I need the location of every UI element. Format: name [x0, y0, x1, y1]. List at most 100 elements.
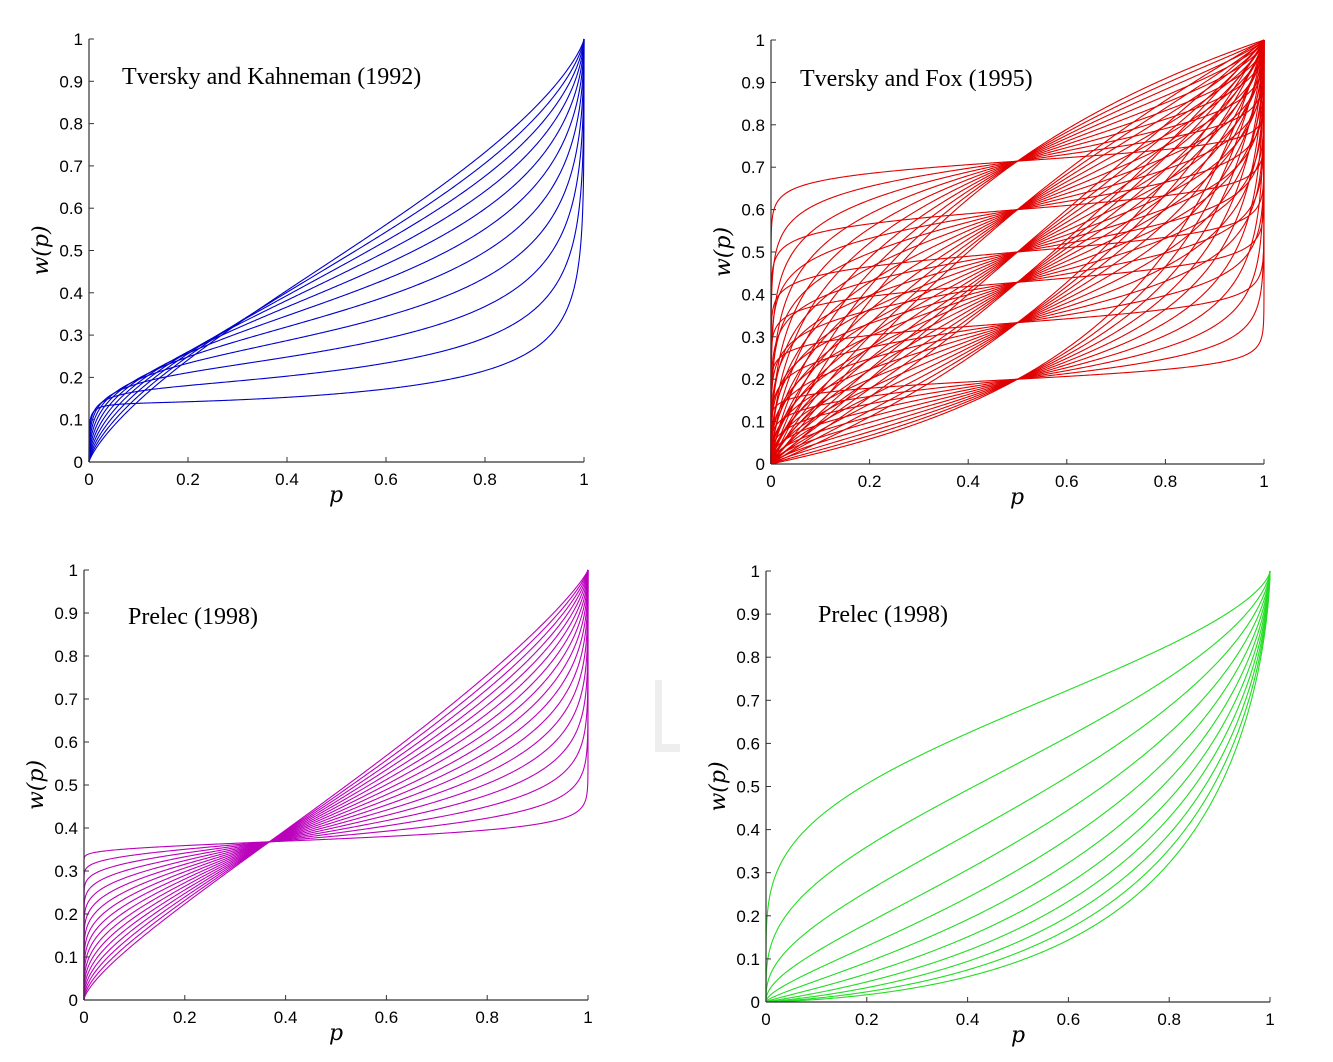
y-tick-label: 0.1 [54, 948, 78, 967]
y-tick-label: 0.2 [54, 905, 78, 924]
x-axis-label: p [329, 483, 343, 508]
x-axis-label: p [1011, 1023, 1025, 1048]
curves [83, 569, 589, 1001]
weighting-curve-15 [83, 569, 589, 1000]
y-tick-label: 0.8 [54, 647, 78, 666]
y-tick-label: 0.2 [59, 368, 83, 387]
y-tick-label: 0.8 [741, 116, 765, 135]
x-tick-label: 0.2 [173, 1008, 197, 1027]
y-tick-label: 0.5 [736, 778, 760, 797]
panel-title: Prelec (1998) [818, 602, 948, 628]
x-tick-label: 0.6 [375, 1008, 399, 1027]
weighting-curve-8 [88, 39, 585, 463]
panel-2: 0 0.1 0.2 0.3 0.4 0.5 0.6 0.7 0.8 0.9 1 0 0.2 0.4 0.6 0… [711, 31, 1269, 510]
panel-title: Tversky and Kahneman (1992) [122, 64, 421, 90]
y-tick-label: 0.3 [736, 864, 760, 883]
x-tick-label: 1 [579, 470, 588, 489]
y-tick-label: 0 [756, 455, 765, 474]
panel-3: 0 0.1 0.2 0.3 0.4 0.5 0.6 0.7 0.8 0.9 1 0 0.2 0.4 0.6 0… [24, 561, 593, 1046]
x-tick-label: 1 [1265, 1010, 1274, 1029]
weighting-curve-7 [88, 39, 585, 462]
weighting-curve-3 [83, 570, 589, 1000]
weighting-curve-9 [83, 570, 589, 1000]
weighting-curve-11 [766, 571, 1271, 1003]
weighting-curve-4 [765, 571, 1271, 1002]
y-tick-label: 0.1 [736, 950, 760, 969]
y-tick-label: 0.9 [736, 605, 760, 624]
weighting-curve-50 [770, 39, 1265, 465]
weighting-curve-1 [765, 570, 1271, 1002]
x-tick-label: 1 [583, 1008, 592, 1027]
weighting-curve-14 [83, 569, 589, 1000]
y-tick-label: 0.3 [54, 862, 78, 881]
x-tick-label: 0.8 [1154, 472, 1178, 491]
weighting-curve-2 [765, 570, 1271, 1002]
y-tick-label: 0.4 [59, 284, 83, 303]
y-tick-label: 0 [69, 991, 78, 1010]
weighting-curve-10 [88, 38, 585, 463]
panel-title: Tversky and Fox (1995) [800, 66, 1033, 92]
weighting-curve-16 [83, 569, 589, 1000]
y-tick-label: 0 [751, 993, 760, 1012]
weighting-curve-3 [765, 570, 1271, 1002]
y-axis-label: w(p) [711, 227, 736, 277]
weighting-curve-17 [83, 569, 589, 1001]
y-tick-label: 0 [74, 453, 83, 472]
y-tick-label: 0.5 [741, 243, 765, 262]
x-axis-label: p [329, 1021, 343, 1046]
x-tick-label: 0.6 [1057, 1010, 1081, 1029]
x-tick-label: 0.4 [956, 472, 980, 491]
y-tick-label: 0.1 [741, 413, 765, 432]
weighting-curve-10 [83, 570, 589, 1000]
weighting-curve-5 [88, 39, 585, 462]
weighting-curve-2 [83, 570, 589, 1000]
y-tick-label: 0.2 [736, 907, 760, 926]
y-tick-label: 0.1 [59, 411, 83, 430]
y-tick-label: 0.2 [741, 370, 765, 389]
y-tick-label: 0.3 [741, 328, 765, 347]
y-tick-label: 0.8 [736, 648, 760, 667]
y-tick-label: 0.6 [59, 199, 83, 218]
weighting-curve-6 [83, 570, 589, 1000]
y-axis-label: w(p) [24, 760, 49, 810]
y-axis-label: w(p) [706, 761, 731, 811]
x-tick-label: 0.2 [176, 470, 200, 489]
y-tick-label: 0.9 [59, 72, 83, 91]
x-tick-label: 0.2 [858, 472, 882, 491]
weighting-curve-6 [765, 571, 1271, 1003]
y-tick-label: 0.7 [59, 157, 83, 176]
x-axis-label: p [1010, 485, 1024, 510]
panel-title: Prelec (1998) [128, 604, 258, 630]
weighting-curve-30 [770, 39, 1265, 465]
weighting-curve-40 [770, 39, 1265, 465]
x-tick-label: 0 [766, 472, 775, 491]
weighting-curve-60 [770, 39, 1265, 465]
weighting-curve-5 [83, 570, 589, 1000]
y-tick-label: 0.7 [54, 690, 78, 709]
y-tick-label: 1 [756, 31, 765, 50]
weighting-curve-1 [88, 39, 585, 462]
weighting-curve-11 [88, 38, 585, 463]
weighting-curve-12 [83, 570, 589, 1000]
x-tick-label: 0.8 [473, 470, 497, 489]
y-tick-label: 0.9 [54, 604, 78, 623]
weighting-curve-4 [83, 570, 589, 1000]
y-tick-label: 0.7 [736, 691, 760, 710]
x-tick-label: 0 [79, 1008, 88, 1027]
watermark-mark [655, 680, 680, 752]
x-tick-label: 0.4 [274, 1008, 298, 1027]
y-tick-label: 0.3 [59, 326, 83, 345]
weighting-curve-7 [765, 571, 1271, 1003]
weighting-curve-20 [770, 39, 1265, 465]
x-tick-label: 0.8 [1157, 1010, 1181, 1029]
y-tick-label: 1 [751, 562, 760, 581]
weighting-curve-11 [83, 570, 589, 1000]
weighting-curve-1 [83, 570, 589, 1000]
weighting-curve-7 [83, 570, 589, 1000]
y-tick-label: 0.6 [741, 201, 765, 220]
x-tick-label: 0.2 [855, 1010, 879, 1029]
weighting-curve-8 [765, 571, 1271, 1003]
x-tick-label: 1 [1259, 472, 1268, 491]
y-tick-label: 0.7 [741, 158, 765, 177]
